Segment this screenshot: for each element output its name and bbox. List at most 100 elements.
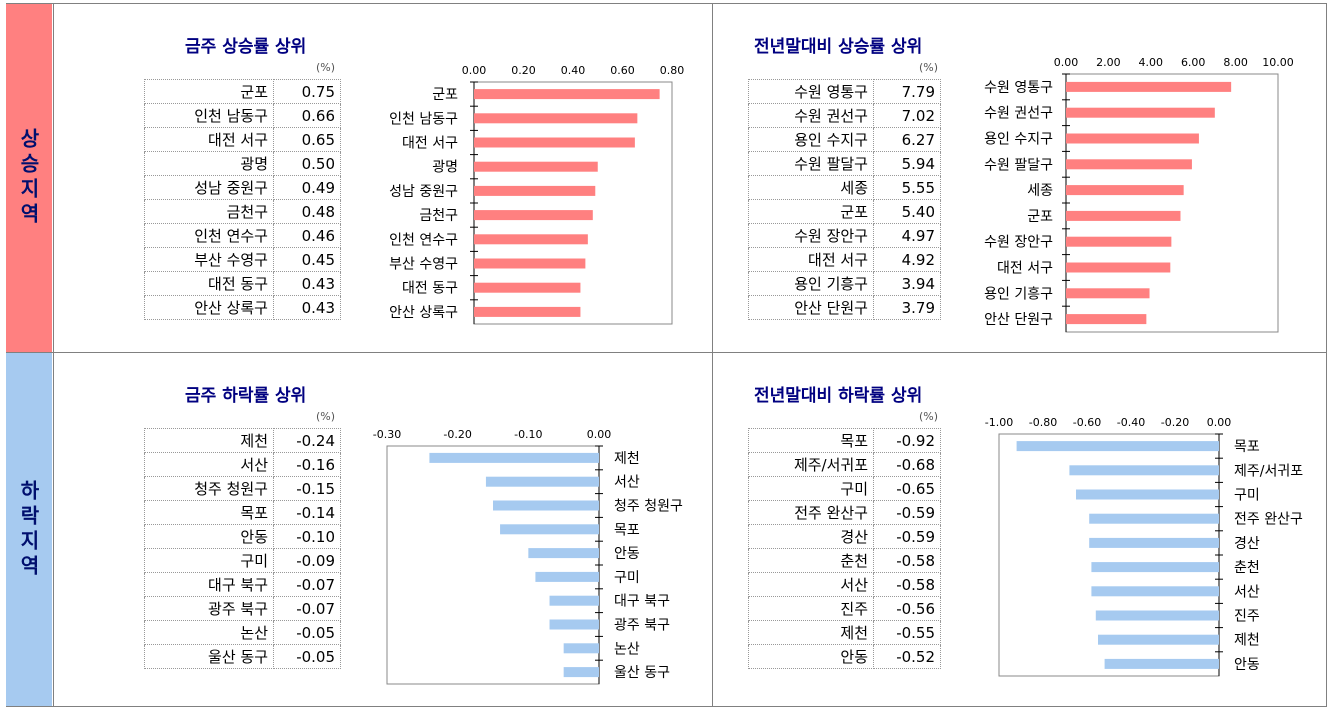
category-label: 수원 팔달구 [984,157,1053,173]
frame-left [53,3,54,707]
region-name: 부산 수영구 [144,247,274,272]
bar [474,306,581,317]
frame-mid-horizontal [6,352,1327,353]
bar [1066,81,1232,92]
table-row: 대전 서구 4.92 [748,247,941,272]
table-row: 안동 -0.10 [144,524,341,549]
table-row: 수원 장안구 4.97 [748,223,941,248]
bar [1076,489,1219,500]
change-rate: -0.07 [273,572,341,597]
category-label: 청주 청원구 [614,499,683,515]
change-rate: -0.58 [873,548,941,573]
fall-region-text: 하락지역 [16,479,41,580]
bar [474,161,598,172]
table-row: 군포 0.75 [144,79,341,104]
category-label: 대전 서구 [402,136,458,152]
table-row: 청주 청원구 -0.15 [144,476,341,501]
change-rate: 0.43 [273,295,341,320]
change-rate: 5.94 [873,151,941,176]
change-rate: 7.02 [873,103,941,128]
table-row: 목포 -0.92 [748,428,941,453]
category-label: 서산 [1234,584,1260,600]
change-rate: -0.05 [273,644,341,669]
region-name: 전주 완산구 [748,500,874,525]
table-row: 안동 -0.52 [748,644,941,669]
region-name: 수원 권선구 [748,103,874,128]
change-rate: 5.40 [873,199,941,224]
bar [1089,513,1219,524]
table-row: 광주 북구 -0.07 [144,596,341,621]
bar [474,210,593,221]
x-tick-label: -0.30 [373,428,401,441]
table-row: 안산 상록구 0.43 [144,295,341,320]
change-rate: -0.58 [873,572,941,597]
change-rate: -0.10 [273,524,341,549]
category-label: 금천구 [419,208,458,224]
yearly-rise-unit: (%) [919,61,939,74]
yearly-fall-unit: (%) [919,410,939,423]
table-row: 울산 동구 -0.05 [144,644,341,669]
table-row: 전주 완산구 -0.59 [748,500,941,525]
change-rate: 0.48 [273,199,341,224]
x-tick-label: 0.00 [587,428,612,441]
frame-top [6,3,1327,4]
category-label: 안동 [1234,657,1260,673]
table-row: 수원 팔달구 5.94 [748,151,941,176]
change-rate: 0.66 [273,103,341,128]
table-row: 서산 -0.16 [144,452,341,477]
x-tick-label: 6.00 [1181,56,1206,69]
bar [474,89,660,100]
region-name: 목포 [748,428,874,453]
bar [474,258,586,269]
category-label: 수원 권선구 [984,106,1053,122]
category-label: 목포 [614,522,640,538]
category-label: 수원 장안구 [984,235,1053,251]
x-tick-label: 0.20 [511,64,536,77]
region-name: 수원 장안구 [748,223,874,248]
bar [1066,262,1171,273]
region-name: 경산 [748,524,874,549]
yearly-fall-title: 전년말대비 하락률 상위 [754,386,923,406]
change-rate: 4.97 [873,223,941,248]
category-label: 군포 [1027,209,1053,225]
change-rate: 0.46 [273,223,341,248]
x-tick-label: 0.60 [610,64,635,77]
weekly-rise-title: 금주 상승률 상위 [185,37,307,57]
x-tick-label: 0.00 [462,64,487,77]
region-name: 서산 [144,452,274,477]
category-label: 전주 완산구 [1234,512,1303,528]
category-label: 용인 기흥구 [984,286,1053,302]
category-label: 부산 수영구 [389,257,458,273]
bar [528,548,599,559]
table-row: 용인 기흥구 3.94 [748,271,941,296]
table-row: 제주/서귀포 -0.68 [748,452,941,477]
x-tick-label: 0.40 [561,64,586,77]
region-name: 제주/서귀포 [748,452,874,477]
change-rate: 3.94 [873,271,941,296]
region-name: 성남 중원구 [144,175,274,200]
category-label: 수원 영통구 [984,80,1053,96]
table-row: 제천 -0.24 [144,428,341,453]
bar [485,476,599,487]
bar [429,452,599,463]
category-label: 제천 [1234,633,1260,649]
table-row: 경산 -0.59 [748,524,941,549]
table-row: 춘천 -0.58 [748,548,941,573]
bar [474,113,638,124]
x-tick-label: -0.10 [514,428,542,441]
yearly-fall-chart: -1.00 -0.80 -0.60 -0.40 -0.20 0.00목포제주/서귀포구미전… [985,416,1303,677]
bar [1066,210,1181,221]
region-name: 제천 [748,620,874,645]
table-row: 구미 -0.09 [144,548,341,573]
region-name: 서산 [748,572,874,597]
change-rate: 0.43 [273,271,341,296]
table-row: 군포 5.40 [748,199,941,224]
table-row: 용인 수지구 6.27 [748,127,941,152]
region-name: 용인 기흥구 [748,271,874,296]
category-label: 대전 서구 [997,261,1053,277]
x-tick-label: 2.00 [1096,56,1121,69]
region-name: 울산 동구 [144,644,274,669]
category-label: 안산 상록구 [389,305,458,321]
change-rate: -0.56 [873,596,941,621]
region-name: 안동 [144,524,274,549]
